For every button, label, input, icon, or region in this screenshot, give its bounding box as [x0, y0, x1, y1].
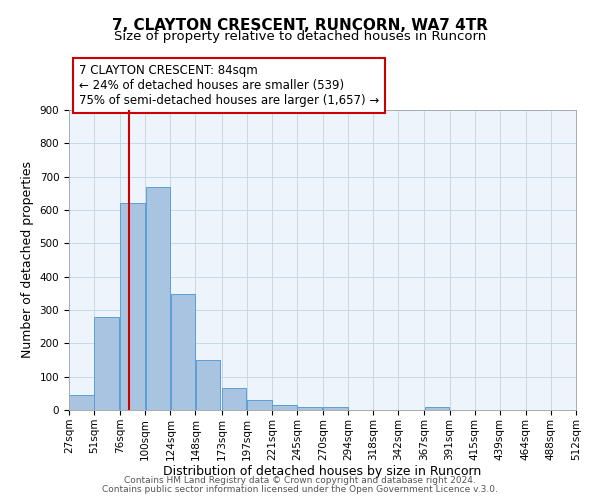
Bar: [94, 316, 119, 410]
Text: Contains HM Land Registry data © Crown copyright and database right 2024.: Contains HM Land Registry data © Crown c…: [124, 476, 476, 485]
Text: Contains public sector information licensed under the Open Government Licence v.: Contains public sector information licen…: [102, 485, 498, 494]
Text: 7, CLAYTON CRESCENT, RUNCORN, WA7 4TR: 7, CLAYTON CRESCENT, RUNCORN, WA7 4TR: [112, 18, 488, 32]
Text: 7 CLAYTON CRESCENT: 84sqm
← 24% of detached houses are smaller (539)
75% of semi: 7 CLAYTON CRESCENT: 84sqm ← 24% of detac…: [79, 64, 379, 107]
Bar: [323, 408, 348, 410]
Y-axis label: Number of detached properties: Number of detached properties: [21, 162, 34, 358]
Bar: [170, 294, 195, 410]
Bar: [247, 400, 272, 410]
Bar: [196, 360, 220, 410]
Bar: [121, 202, 145, 410]
Text: Size of property relative to detached houses in Runcorn: Size of property relative to detached ho…: [114, 30, 486, 43]
X-axis label: Distribution of detached houses by size in Runcorn: Distribution of detached houses by size …: [163, 466, 482, 478]
Bar: [222, 388, 247, 410]
Bar: [69, 396, 94, 410]
Bar: [272, 404, 296, 410]
Bar: [297, 406, 322, 410]
Bar: [146, 186, 170, 410]
Bar: [425, 408, 449, 410]
